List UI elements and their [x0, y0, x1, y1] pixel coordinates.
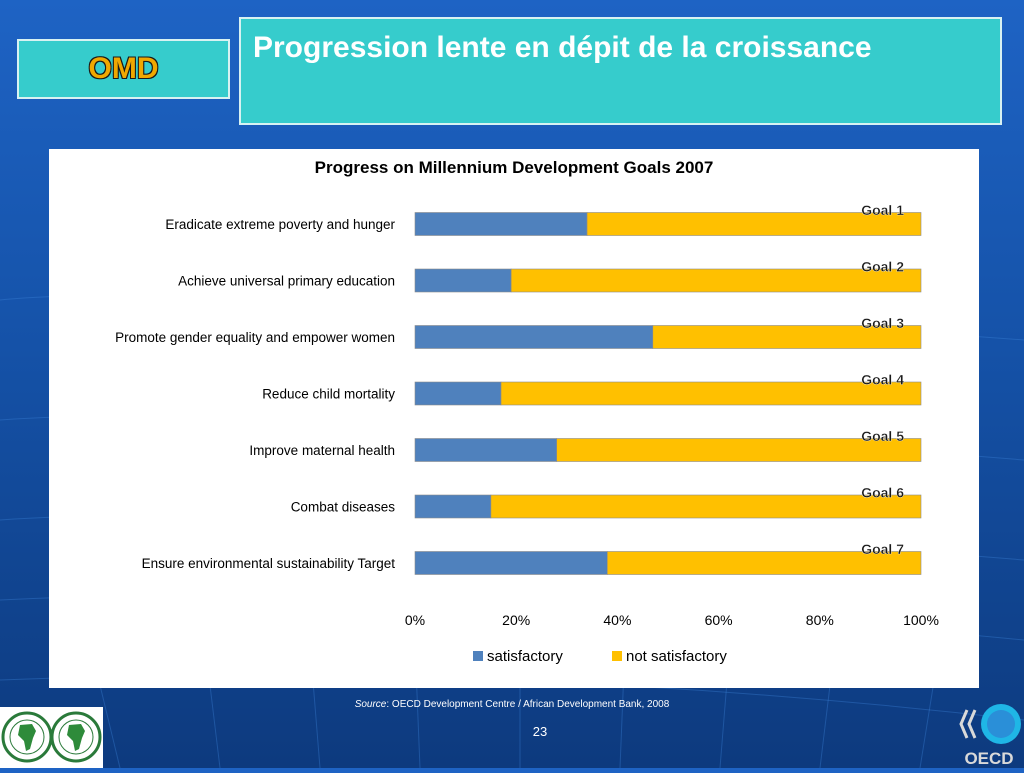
- bar-not-satisfactory: [606, 551, 922, 575]
- bar-satisfactory: [414, 325, 654, 349]
- category-label: Reduce child mortality: [262, 387, 395, 402]
- oecd-logo-text: OECD: [964, 749, 1013, 768]
- goal-label: Goal 7: [861, 541, 904, 557]
- mdg-progress-chart: Progress on Millennium Development Goals…: [115, 158, 939, 665]
- afdb-logo: [0, 707, 103, 768]
- legend-swatch: [612, 651, 622, 661]
- category-label: Combat diseases: [291, 500, 396, 515]
- page-number: 23: [532, 724, 548, 739]
- x-tick-label: 20%: [502, 612, 530, 628]
- slide-title: Progression lente en dépit de la croissa…: [253, 31, 872, 64]
- x-tick-label: 80%: [806, 612, 834, 628]
- omd-tag-box: OMD: [17, 39, 230, 99]
- goal-label: Goal 3: [861, 315, 904, 331]
- category-label: Ensure environmental sustainability Targ…: [142, 556, 396, 571]
- x-tick-label: 40%: [603, 612, 631, 628]
- bar-not-satisfactory: [586, 212, 922, 236]
- bar-satisfactory: [414, 381, 502, 406]
- x-tick-label: 100%: [903, 612, 939, 628]
- oecd-symbol-icon: [959, 704, 1021, 744]
- category-label: Eradicate extreme poverty and hunger: [165, 217, 395, 232]
- omd-tag: OMD: [88, 52, 159, 85]
- goal-label: Goal 2: [861, 259, 904, 275]
- legend-label: satisfactory: [487, 648, 563, 665]
- legend-swatch: [473, 651, 483, 661]
- oecd-logo: OECD: [955, 700, 1024, 768]
- goal-label: Goal 1: [861, 202, 904, 218]
- bar-satisfactory: [414, 212, 588, 236]
- category-label: Achieve universal primary education: [178, 274, 395, 289]
- title-box: Progression lente en dépit de la croissa…: [239, 17, 1002, 125]
- goal-label: Goal 4: [861, 372, 904, 388]
- chart-title: Progress on Millennium Development Goals…: [315, 158, 714, 177]
- bar-satisfactory: [414, 268, 512, 293]
- goal-label: Goal 5: [861, 428, 904, 444]
- bar-not-satisfactory: [490, 494, 922, 519]
- bar-not-satisfactory: [500, 381, 922, 406]
- bar-not-satisfactory: [652, 325, 922, 349]
- legend-label: not satisfactory: [626, 648, 727, 665]
- africa-globe-icon: [1, 711, 102, 763]
- category-label: Promote gender equality and empower wome…: [115, 330, 395, 345]
- x-tick-label: 0%: [405, 612, 425, 628]
- chart-panel: Progress on Millennium Development Goals…: [49, 149, 979, 688]
- goal-label: Goal 6: [861, 485, 904, 501]
- bar-satisfactory: [414, 551, 608, 575]
- bar-not-satisfactory: [556, 438, 922, 462]
- category-label: Improve maternal health: [249, 443, 395, 458]
- x-tick-label: 60%: [705, 612, 733, 628]
- bar-satisfactory: [414, 494, 492, 519]
- bar-satisfactory: [414, 438, 557, 462]
- source-label: Source: [354, 699, 387, 710]
- bar-not-satisfactory: [510, 268, 922, 293]
- source-text: : OECD Development Centre / African Deve…: [386, 699, 670, 710]
- source-note: Source: OECD Development Centre / Africa…: [0, 699, 1024, 710]
